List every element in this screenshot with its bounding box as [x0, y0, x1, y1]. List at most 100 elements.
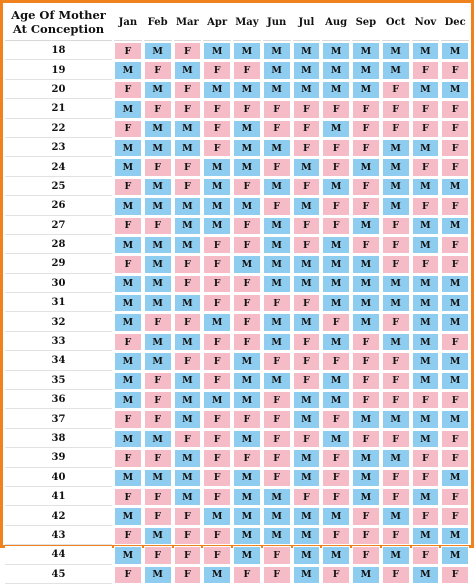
- gender-cell: M: [203, 391, 231, 410]
- table-row: 31 M M M F F F F M M M M M: [5, 294, 469, 313]
- gender-cell: M: [114, 274, 142, 294]
- gender-cell: M: [411, 371, 440, 391]
- gender-cell: F: [173, 429, 202, 449]
- gender-cell: F: [322, 352, 350, 371]
- gender-cell: M: [262, 235, 291, 255]
- gender-cell: F: [143, 61, 172, 80]
- gender-cell: F: [203, 468, 231, 487]
- mother-age-cell: 43: [5, 526, 112, 546]
- gender-cell: F: [292, 100, 321, 119]
- gender-cell: M: [441, 294, 469, 313]
- gender-cell: M: [441, 177, 469, 197]
- gender-cell: F: [322, 410, 350, 429]
- table-row: 34 M M F F M F F F F F M M: [5, 352, 469, 371]
- table-body: 18 F M F M M M M M M M M M 19 M F M F F M M M M M F F 20 F M F M M M M M M F…: [5, 42, 469, 584]
- gender-cell: M: [411, 429, 440, 449]
- gender-cell: F: [441, 235, 469, 255]
- gender-cell: M: [411, 274, 440, 294]
- gender-cell: M: [292, 410, 321, 429]
- gender-cell: F: [114, 332, 142, 352]
- gender-cell: M: [143, 138, 172, 158]
- gender-cell: M: [322, 332, 350, 352]
- gender-cell: M: [114, 294, 142, 313]
- gender-cell: M: [441, 526, 469, 546]
- gender-cell: M: [143, 352, 172, 371]
- gender-cell: M: [173, 138, 202, 158]
- gender-cell: M: [322, 507, 350, 526]
- gender-cell: F: [143, 507, 172, 526]
- mother-age-cell: 18: [5, 42, 112, 61]
- gender-cell: F: [411, 507, 440, 526]
- gender-cell: F: [143, 158, 172, 177]
- gender-cell: F: [411, 391, 440, 410]
- gender-cell: M: [143, 274, 172, 294]
- gender-cell: M: [262, 255, 291, 274]
- gender-cell: F: [173, 80, 202, 100]
- gender-cell: M: [322, 177, 350, 197]
- gender-cell: M: [233, 197, 261, 216]
- gender-cell: M: [411, 216, 440, 235]
- gender-cell: M: [114, 546, 142, 565]
- table-row: 32 M F F M F M M F M F M M: [5, 313, 469, 332]
- mother-age-cell: 36: [5, 391, 112, 410]
- table-row: 20 F M F M M M M M M F M M: [5, 80, 469, 100]
- gender-cell: F: [114, 565, 142, 584]
- gender-cell: F: [381, 352, 410, 371]
- gender-cell: F: [411, 449, 440, 468]
- gender-cell: M: [203, 177, 231, 197]
- gender-cell: M: [411, 526, 440, 546]
- gender-cell: M: [411, 352, 440, 371]
- gender-cell: M: [381, 294, 410, 313]
- table-row: 45 F M F M F F M F M F M F: [5, 565, 469, 584]
- gender-cell: F: [233, 235, 261, 255]
- table-row: 43 F M F F M M M F F F M M: [5, 526, 469, 546]
- gender-cell: M: [441, 371, 469, 391]
- month-header: Apr: [203, 4, 231, 41]
- gender-cell: M: [322, 80, 350, 100]
- gender-cell: F: [114, 177, 142, 197]
- gender-cell: F: [173, 546, 202, 565]
- gender-cell: M: [203, 158, 231, 177]
- mother-age-cell: 31: [5, 294, 112, 313]
- gender-cell: F: [292, 487, 321, 507]
- gender-cell: M: [322, 294, 350, 313]
- gender-cell: M: [352, 274, 380, 294]
- mother-age-cell: 32: [5, 313, 112, 332]
- month-header: May: [233, 4, 261, 41]
- gender-cell: F: [381, 487, 410, 507]
- gender-cell: F: [114, 216, 142, 235]
- gender-cell: F: [381, 526, 410, 546]
- gender-cell: M: [441, 274, 469, 294]
- gender-cell: F: [262, 391, 291, 410]
- age-column-header: Age Of Mother At Conception: [5, 4, 112, 41]
- gender-cell: M: [292, 449, 321, 468]
- gender-cell: M: [233, 487, 261, 507]
- gender-cell: F: [173, 507, 202, 526]
- gender-cell: F: [203, 487, 231, 507]
- gender-cell: F: [322, 138, 350, 158]
- gender-cell: F: [114, 42, 142, 61]
- gender-cell: M: [262, 507, 291, 526]
- table-row: 41 F F M F M M F F M F M F: [5, 487, 469, 507]
- gender-cell: M: [143, 235, 172, 255]
- gender-cell: F: [292, 429, 321, 449]
- table-row: 27 F F M M F M F F M F M M: [5, 216, 469, 235]
- gender-cell: M: [381, 507, 410, 526]
- gender-cell: M: [292, 274, 321, 294]
- month-header: Sep: [352, 4, 380, 41]
- mother-age-cell: 25: [5, 177, 112, 197]
- gender-cell: F: [411, 468, 440, 487]
- gender-cell: M: [262, 216, 291, 235]
- table-row: 39 F F M F F F M F M M F F: [5, 449, 469, 468]
- table-row: 26 M M M M M F M F F M F F: [5, 197, 469, 216]
- gender-cell: M: [352, 42, 380, 61]
- gender-cell: F: [441, 565, 469, 584]
- gender-cell: M: [114, 468, 142, 487]
- gender-cell: F: [441, 100, 469, 119]
- gender-cell: F: [114, 119, 142, 138]
- mother-age-cell: 29: [5, 255, 112, 274]
- gender-cell: M: [233, 526, 261, 546]
- gender-cell: M: [173, 197, 202, 216]
- gender-cell: F: [441, 449, 469, 468]
- gender-cell: M: [292, 61, 321, 80]
